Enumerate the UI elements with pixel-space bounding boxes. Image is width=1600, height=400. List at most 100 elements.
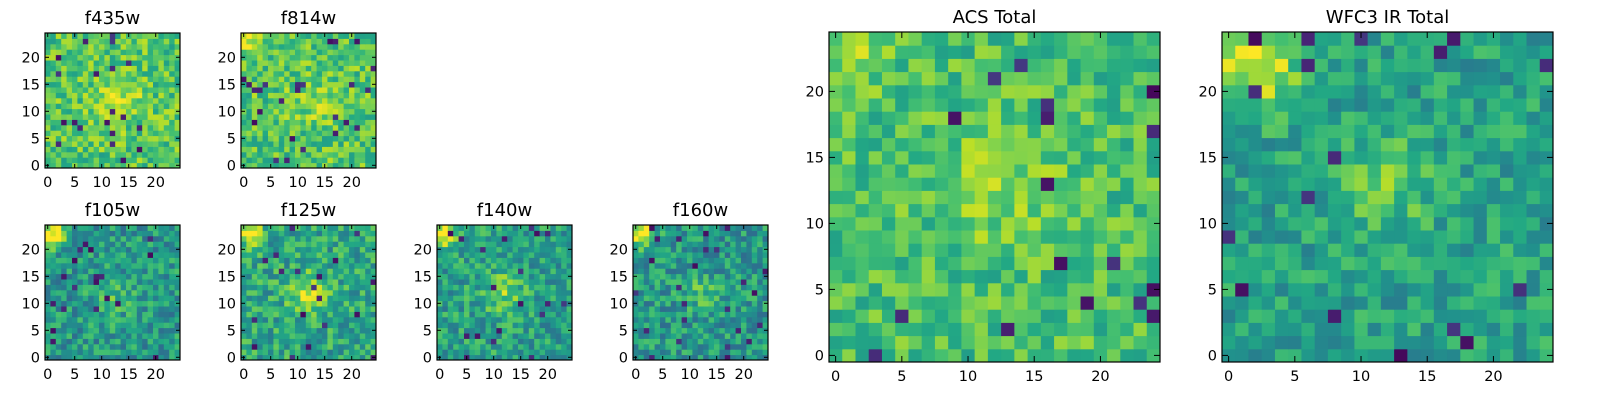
heatmap-cell [1001,309,1015,323]
heatmap-cell [714,300,720,307]
heatmap-cell [670,262,677,269]
heatmap-cell [115,54,122,61]
heatmap-cell [115,60,122,66]
heatmap-cell [300,354,307,361]
heatmap-cell [453,257,460,264]
heatmap-cell [480,268,487,275]
heatmap-cell [1146,137,1161,152]
heatmap-cell [437,333,443,339]
heatmap-cell [1380,335,1395,350]
heatmap-cell [1107,309,1121,323]
heatmap-cell [349,322,355,329]
heatmap-cell [82,300,89,307]
heatmap-cell [730,289,737,296]
heatmap-cell [437,279,443,285]
heatmap-cell [1040,190,1055,205]
heatmap-cell [1014,32,1029,46]
heatmap-cell [126,316,132,323]
heatmap-cell [741,235,747,242]
heatmap-cell [1513,216,1528,231]
heatmap-cell [561,354,568,361]
heatmap-cell [126,60,132,66]
heatmap-cell [464,338,470,345]
heatmap-cell [136,338,143,345]
heatmap-cell [72,338,78,345]
heatmap-cell [1261,269,1276,284]
heatmap-cell [1120,137,1135,152]
heatmap-cell [370,119,377,126]
heatmap-cell [855,84,870,99]
heatmap-cell [1027,296,1042,310]
heatmap-cell [1133,98,1148,112]
heatmap-cell [120,262,127,269]
heatmap-cell [480,241,487,248]
heatmap-cell [241,43,247,50]
heatmap-cell [338,162,345,169]
heatmap-cell [670,311,677,318]
heatmap-cell [708,322,715,329]
heatmap-cell [1380,177,1395,191]
heatmap-cell [496,295,503,302]
heatmap-cell [295,119,301,126]
heatmap-cell [1288,203,1302,218]
heatmap-cell [93,252,100,258]
heatmap-cell [464,306,470,312]
heatmap-cell [474,284,481,291]
heatmap-cell [762,316,769,323]
heatmap-cell [66,306,73,312]
heatmap-cell [534,252,541,258]
heatmap-cell [359,92,366,99]
heatmap-cell [681,295,688,302]
heatmap-cell [327,76,334,83]
heatmap-cell [72,135,78,142]
heatmap-cell [268,316,274,323]
heatmap-cell [751,284,758,291]
heatmap-cell [447,284,454,291]
heatmap-cell [343,279,350,285]
heatmap-cell [131,235,138,242]
heatmap-cell [365,311,372,318]
heatmap-cell [1027,269,1042,284]
heatmap-cell [961,282,976,297]
heatmap-cell [295,246,301,253]
heatmap-cell [974,111,989,125]
heatmap-cell [109,289,116,296]
heatmap-cell [61,273,68,280]
heatmap-cell [665,241,672,248]
heatmap-cell [158,322,165,329]
heatmap-cell [1394,177,1408,191]
heatmap-cell [987,137,1002,152]
heatmap-cell [1235,203,1249,218]
heatmap-cell [61,235,68,242]
heatmap-cell [289,103,296,110]
heatmap-cell [643,327,650,334]
heatmap-cell [300,322,307,329]
heatmap-cell [174,262,181,269]
heatmap-cell [1120,84,1135,99]
heatmap-cell [528,289,535,296]
heatmap-cell [163,268,170,275]
heatmap-cell [829,98,843,112]
heatmap-cell [273,246,280,253]
heatmap-cell [316,157,323,164]
heatmap-cell [507,284,514,291]
heatmap-cell [469,300,476,307]
heatmap-cell [126,49,132,56]
heatmap-cell [724,300,731,307]
heatmap-cell [660,343,666,350]
heatmap-cell [142,268,149,275]
heatmap-cell [72,246,78,253]
heatmap-cell [273,108,280,115]
heatmap-cell [241,49,247,56]
heatmap-cell [295,87,301,93]
heatmap-cell [268,119,274,126]
heatmap-cell [174,157,181,164]
heatmap-cell [1146,164,1161,178]
heatmap-cell [66,300,73,307]
heatmap-cell [174,60,181,66]
heatmap-cell [908,309,923,323]
heatmap-cell [643,306,650,312]
heatmap-cell [77,81,84,88]
heatmap-cell [961,348,976,363]
heatmap-cell [66,130,73,137]
